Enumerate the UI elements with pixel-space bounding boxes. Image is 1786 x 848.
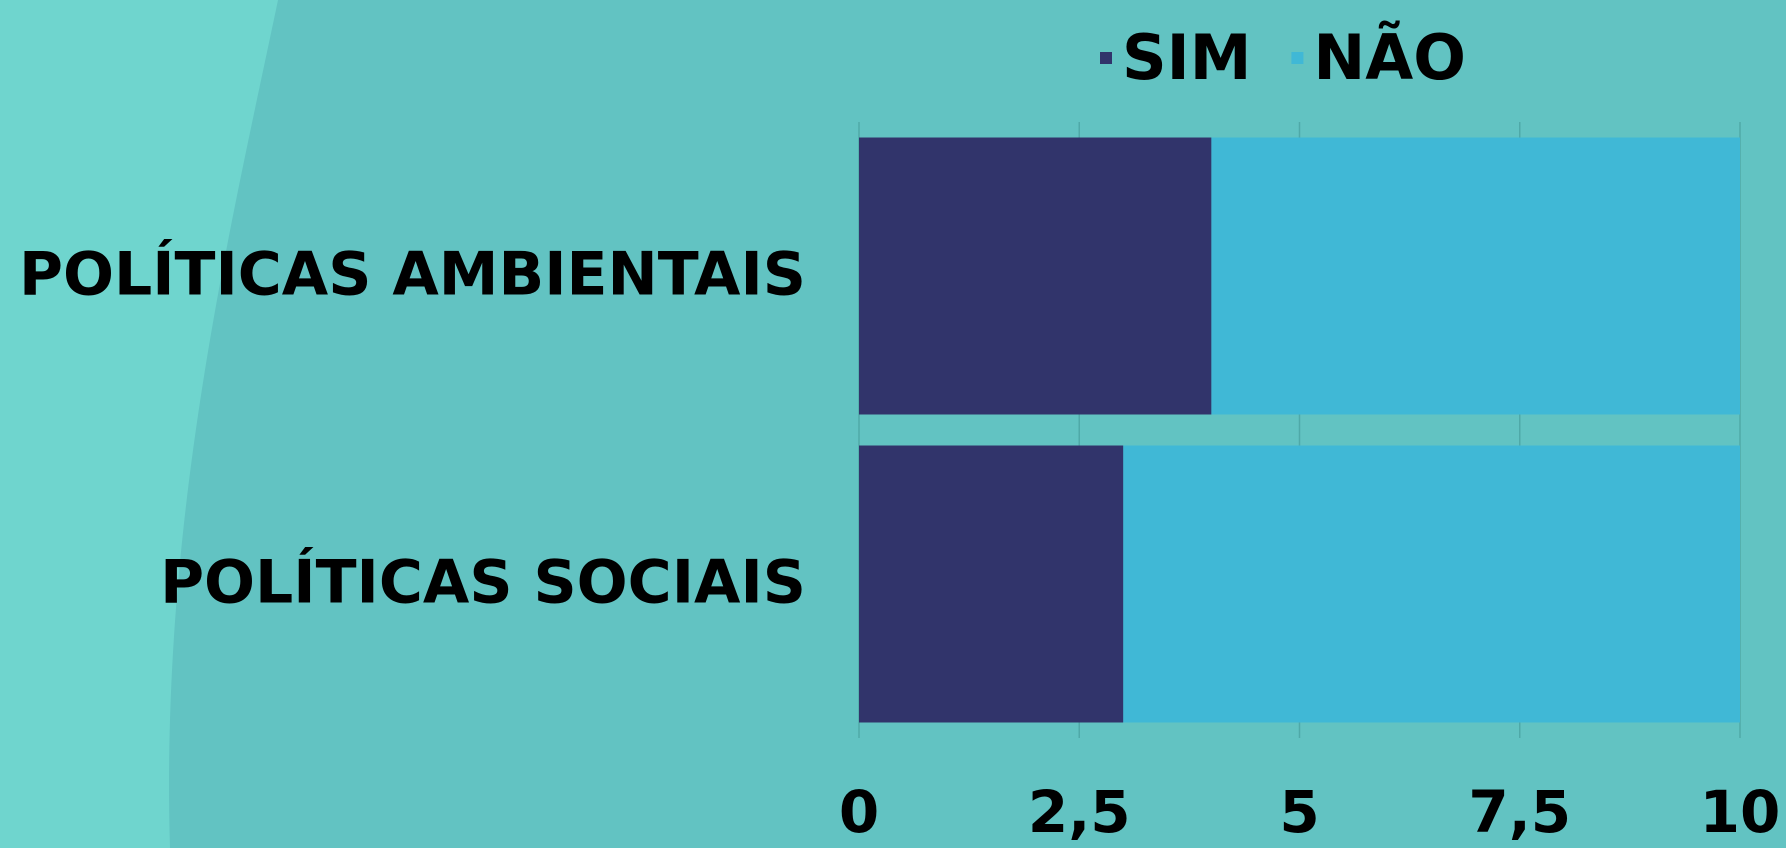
legend-label: NÃO — [1313, 21, 1466, 94]
legend-swatch — [1100, 52, 1112, 64]
x-tick-label: 0 — [839, 778, 879, 846]
x-tick-label: 10 — [1700, 778, 1781, 846]
x-tick-label: 2,5 — [1028, 778, 1131, 846]
bar-segment — [1211, 137, 1740, 415]
category-label: POLÍTICAS SOCIAIS — [160, 546, 806, 618]
category-label: POLÍTICAS AMBIENTAIS — [19, 238, 806, 310]
x-tick-label: 7,5 — [1468, 778, 1571, 846]
legend-swatch — [1291, 52, 1304, 64]
bar-segment — [1123, 445, 1740, 723]
x-tick-label: 5 — [1279, 778, 1319, 846]
legend-label: SIM — [1122, 21, 1251, 94]
bar-segment — [859, 445, 1124, 723]
background-shape — [0, 0, 278, 848]
bar-segment — [859, 137, 1212, 415]
